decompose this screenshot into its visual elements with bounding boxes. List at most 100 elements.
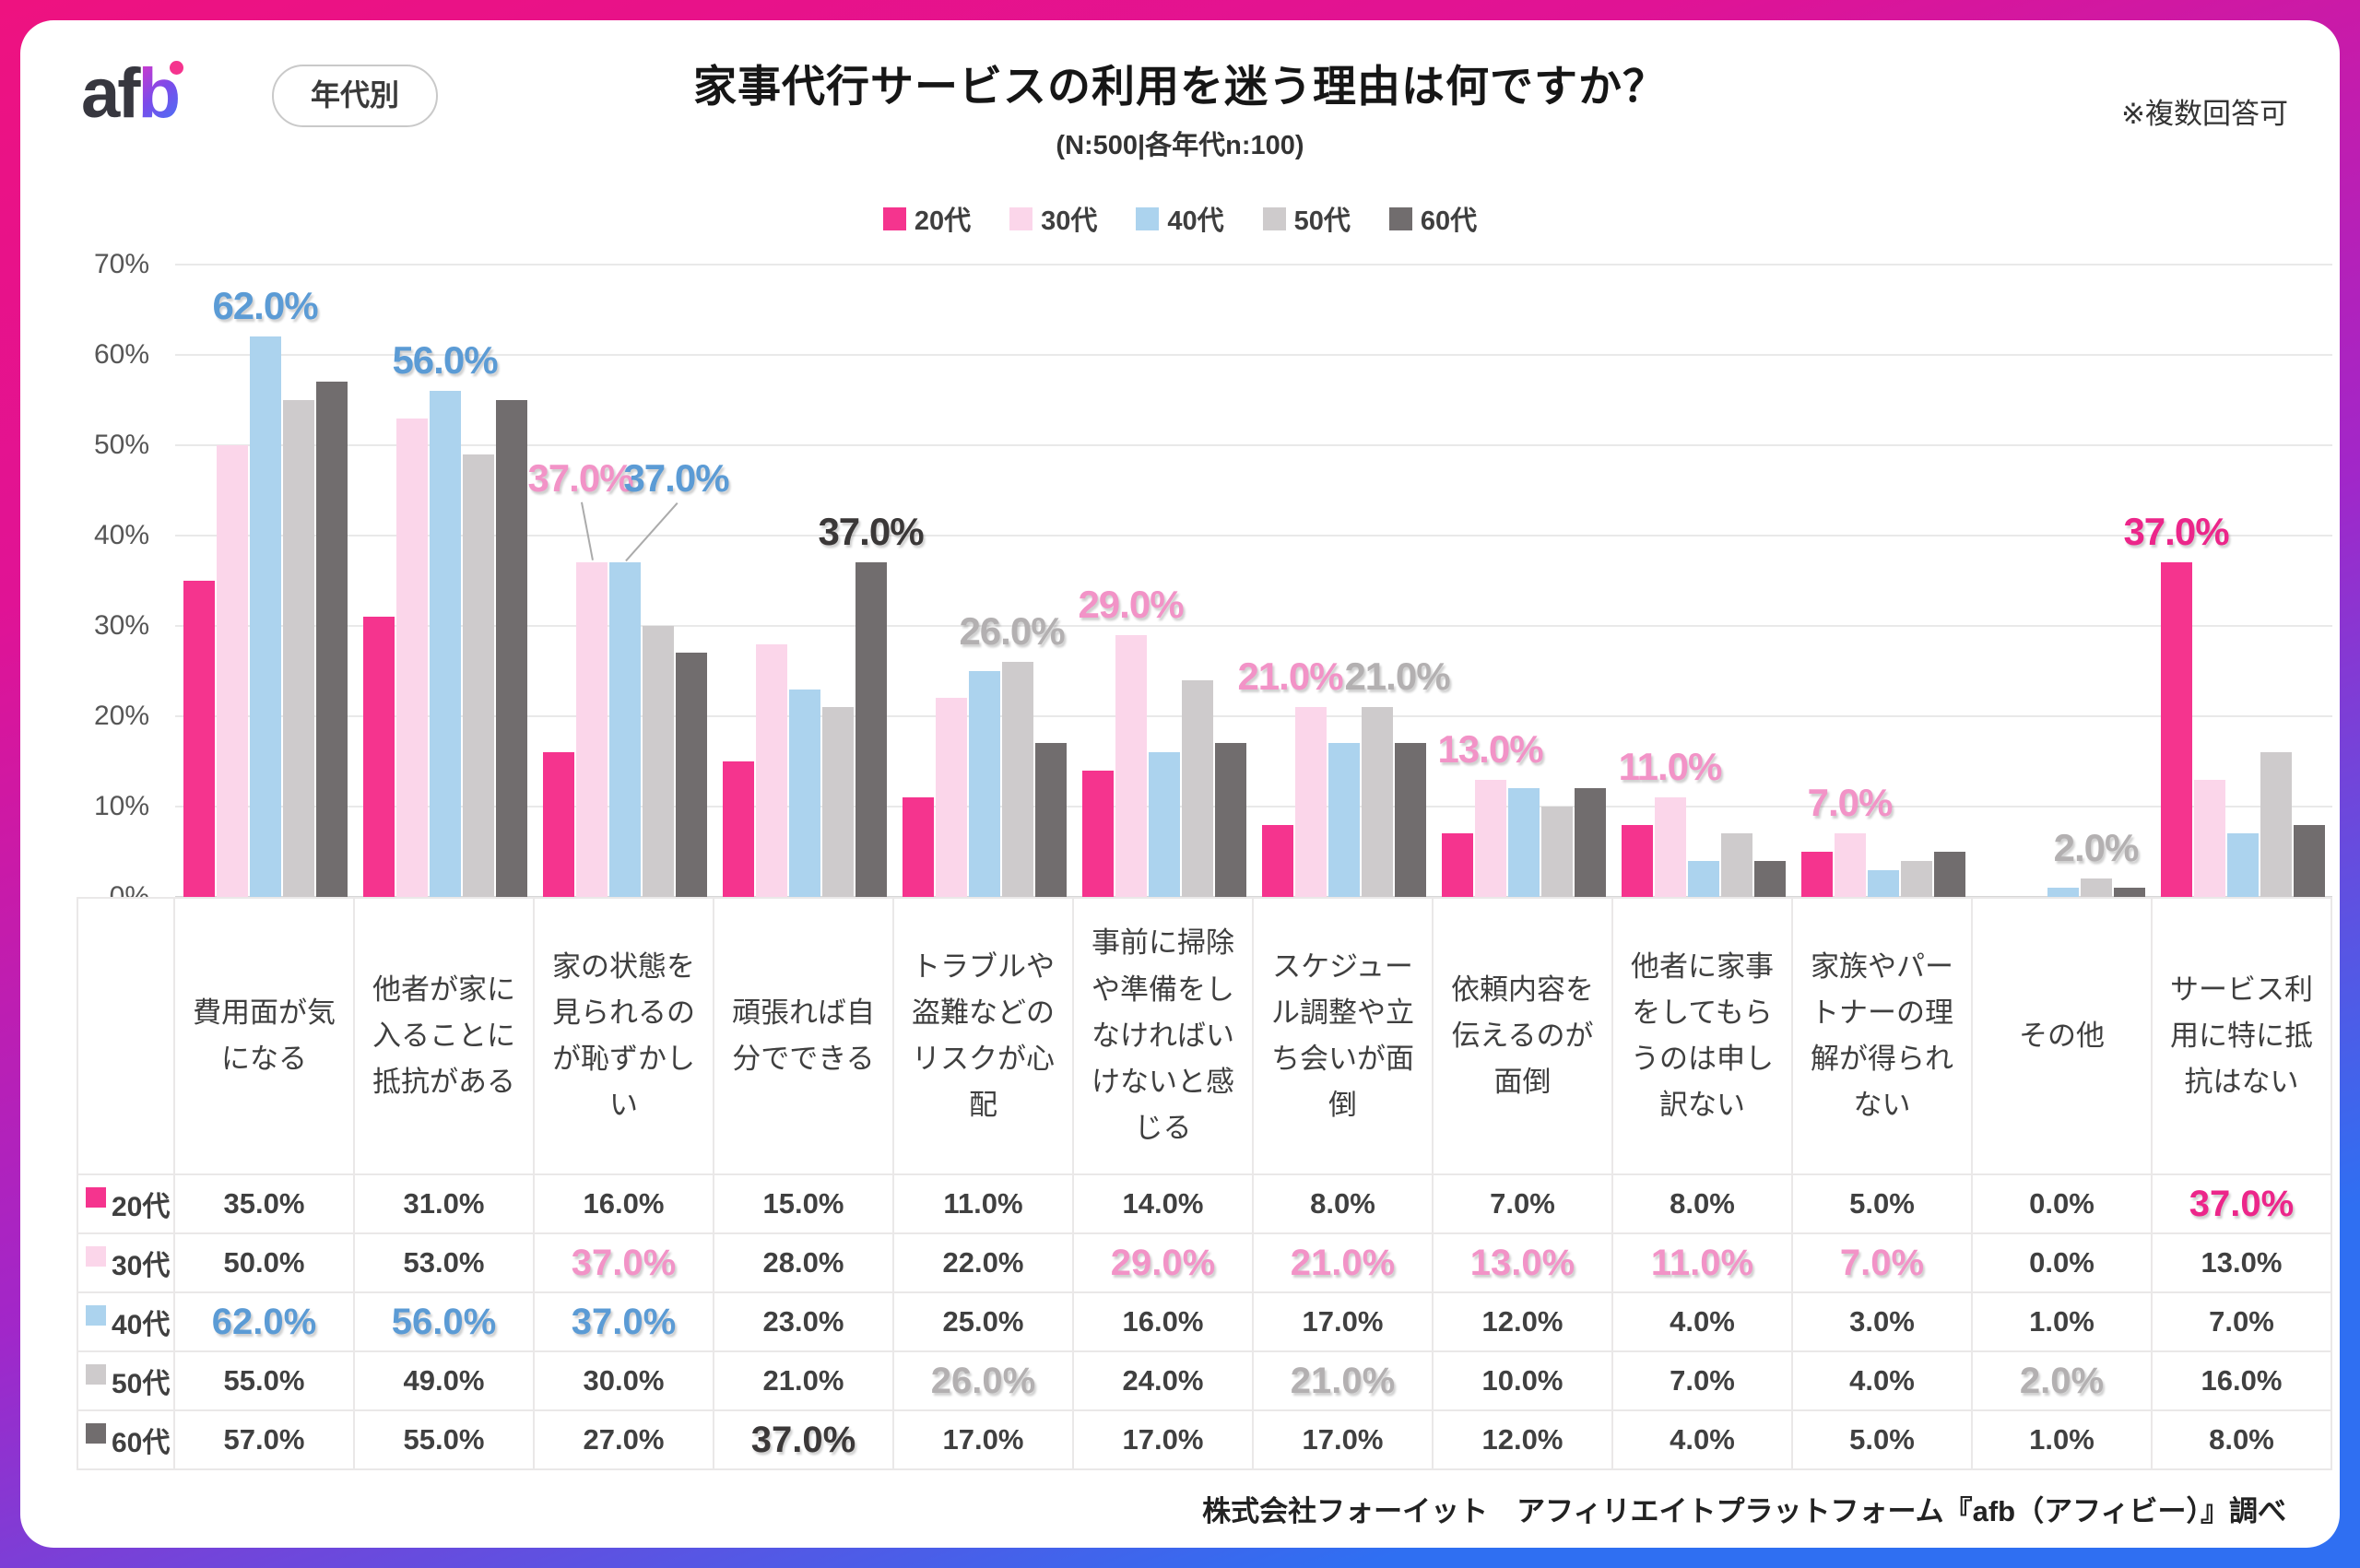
sample-size-subtitle: (N:500|各年代n:100) bbox=[1056, 131, 1304, 160]
gridline bbox=[175, 625, 2332, 627]
table-cell: 0.0% bbox=[1973, 1175, 2153, 1234]
row-label: 30代 bbox=[78, 1234, 175, 1293]
bar bbox=[608, 562, 641, 897]
y-tick-label: 30% bbox=[93, 610, 149, 641]
bar bbox=[1261, 824, 1293, 897]
table-cell: 26.0% bbox=[894, 1352, 1074, 1411]
leader-line bbox=[624, 502, 678, 562]
row-label-swatch bbox=[86, 1305, 106, 1326]
data-table: 費用面が気になる 他者が家に入ることに抵抗がある 家の状態を見られるのが恥ずかしい頑… bbox=[77, 897, 2332, 1470]
footer-credit: 株式会社フォーイット アフィリエイトプラットフォーム『afb（アフィビー）』調べ bbox=[1202, 1495, 2286, 1527]
legend-label: 40代 bbox=[1167, 206, 1224, 236]
bar bbox=[1081, 770, 1114, 897]
bar bbox=[855, 562, 887, 897]
table-cell: 13.0% bbox=[1434, 1234, 1613, 1293]
infographic-card: afb 年代別 家事代行サービスの利用を迷う理由は何ですか？ (N:500|各年… bbox=[20, 20, 2340, 1548]
table-cell: 37.0% bbox=[535, 1234, 714, 1293]
bar bbox=[1834, 833, 1866, 897]
row-label: 40代 bbox=[78, 1293, 175, 1352]
bar bbox=[722, 761, 754, 897]
table-cell: 13.0% bbox=[2153, 1234, 2332, 1293]
category-header-cell: 他者に家事をしてもらうのは申し訳ない bbox=[1613, 899, 1793, 1175]
bar bbox=[675, 653, 707, 897]
table-cell: 17.0% bbox=[1074, 1411, 1254, 1470]
bar bbox=[362, 617, 395, 897]
bar bbox=[1148, 752, 1180, 897]
table-cell: 8.0% bbox=[1254, 1175, 1434, 1234]
table-cell: 4.0% bbox=[1613, 1293, 1793, 1352]
table-cell: 8.0% bbox=[2153, 1411, 2332, 1470]
table-cell: 16.0% bbox=[2153, 1352, 2332, 1411]
table-corner-cell bbox=[78, 899, 175, 1175]
bar bbox=[2193, 779, 2225, 897]
legend-label: 50代 bbox=[1293, 206, 1351, 236]
bar bbox=[1034, 743, 1067, 897]
category-header-cell: 他者が家に入ることに抵抗がある bbox=[355, 899, 535, 1175]
category-header-cell: トラブルや盗難などのリスクが心配 bbox=[894, 899, 1074, 1175]
bar bbox=[1867, 869, 1899, 897]
legend-swatch bbox=[1262, 206, 1286, 230]
legend-item: 20代 bbox=[882, 199, 971, 238]
category-header-cell: 依頼内容を伝えるのが面倒 bbox=[1434, 899, 1613, 1175]
chart-area: 62.0% 56.0% 37.0% 37.0% 37.0% 26.0% 29.0% 21.0%… bbox=[20, 249, 2340, 912]
row-label-swatch bbox=[86, 1187, 106, 1208]
legend-item: 50代 bbox=[1262, 199, 1351, 238]
table-cell: 21.0% bbox=[714, 1352, 894, 1411]
bar-value-callout: 62.0% bbox=[212, 284, 318, 328]
bar bbox=[935, 698, 967, 897]
bar-value-callout: 2.0% bbox=[2053, 826, 2140, 870]
bar bbox=[2160, 562, 2192, 897]
gridline bbox=[175, 535, 2332, 536]
bar bbox=[1181, 679, 1213, 897]
bar bbox=[1687, 860, 1719, 897]
bar bbox=[282, 400, 314, 897]
bar bbox=[2080, 878, 2112, 897]
bar bbox=[495, 400, 527, 897]
bar bbox=[2226, 833, 2259, 897]
multiple-answers-note: ※複数回答可 bbox=[2121, 98, 2288, 130]
bar bbox=[542, 752, 574, 897]
bar bbox=[1933, 852, 1965, 897]
row-label-text: 20代 bbox=[112, 1192, 171, 1222]
y-tick-label: 70% bbox=[93, 249, 149, 279]
chart-legend: 20代 30代 40代 50代 60代 bbox=[20, 199, 2340, 238]
legend-label: 30代 bbox=[1041, 206, 1098, 236]
table-cell: 25.0% bbox=[894, 1293, 1074, 1352]
bar bbox=[1001, 662, 1033, 897]
row-label-swatch bbox=[86, 1364, 106, 1385]
table-cell: 37.0% bbox=[714, 1411, 894, 1470]
table-cell: 30.0% bbox=[535, 1352, 714, 1411]
table-cell: 7.0% bbox=[1434, 1175, 1613, 1234]
bar bbox=[249, 336, 281, 897]
row-label-text: 60代 bbox=[112, 1428, 171, 1458]
table-cell: 57.0% bbox=[175, 1411, 355, 1470]
y-tick-label: 10% bbox=[93, 791, 149, 821]
table-cell: 0.0% bbox=[1973, 1234, 2153, 1293]
bar-value-callout: 26.0% bbox=[959, 609, 1065, 654]
row-label: 50代 bbox=[78, 1352, 175, 1411]
table-cell: 7.0% bbox=[1793, 1234, 1973, 1293]
table-cell: 5.0% bbox=[1793, 1175, 1973, 1234]
leader-line bbox=[580, 502, 594, 561]
bar bbox=[2113, 888, 2145, 897]
bar bbox=[642, 626, 674, 897]
legend-swatch bbox=[1388, 206, 1412, 230]
bar bbox=[575, 562, 608, 897]
table-cell: 37.0% bbox=[2153, 1175, 2332, 1234]
bar bbox=[1115, 634, 1147, 897]
bar bbox=[315, 382, 348, 897]
page-title: 家事代行サービスの利用を迷う理由は何ですか？ bbox=[693, 62, 1667, 111]
row-label-swatch bbox=[86, 1246, 106, 1267]
legend-label: 60代 bbox=[1420, 206, 1478, 236]
bar bbox=[1294, 707, 1327, 897]
bar bbox=[395, 418, 428, 897]
category-header-cell: サービス利用に特に抵抗はない bbox=[2153, 899, 2332, 1175]
table-cell: 3.0% bbox=[1793, 1293, 1973, 1352]
table-cell: 62.0% bbox=[175, 1293, 355, 1352]
category-header-cell: 家族やパートナーの理解が得られない bbox=[1793, 899, 1973, 1175]
table-cell: 50.0% bbox=[175, 1234, 355, 1293]
y-tick-label: 50% bbox=[93, 430, 149, 460]
legend-item: 30代 bbox=[1009, 199, 1097, 238]
category-header-cell: 家の状態を見られるのが恥ずかしい bbox=[535, 899, 714, 1175]
table-cell: 23.0% bbox=[714, 1293, 894, 1352]
